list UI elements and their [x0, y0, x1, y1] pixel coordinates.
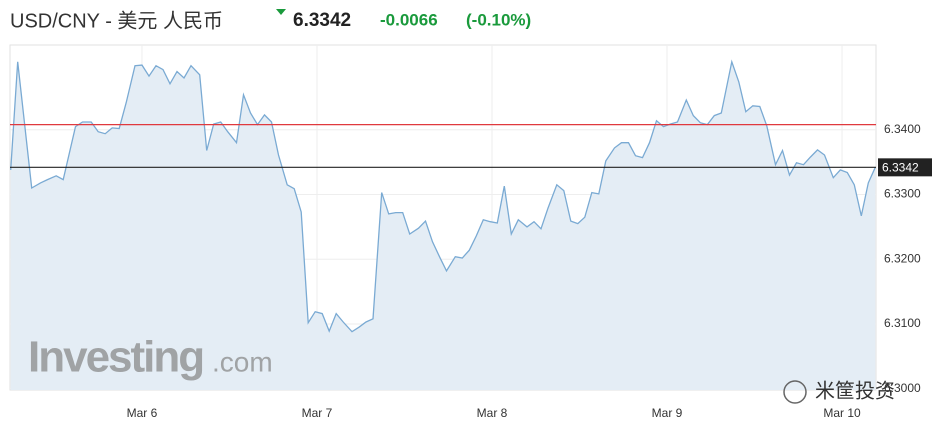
price-line: [10, 59, 876, 333]
area: [10, 61, 876, 391]
y-tick-label: 6.3200: [884, 251, 921, 265]
price: 6.3342: [293, 10, 351, 31]
chart-title: USD/CNY - 美元 人民币: [10, 9, 223, 32]
wechat-icon: [783, 380, 807, 404]
change: -0.0066: [380, 10, 438, 29]
x-tick-label: Mar 10: [823, 406, 861, 420]
y-tick-label: 6.3300: [884, 187, 921, 201]
watermark: Investing: [28, 333, 203, 382]
y-tick-label: 6.3000: [884, 381, 921, 395]
wechat-watermark: 米筐投资: [815, 379, 895, 402]
down-arrow: [276, 9, 286, 15]
x-tick-label: Mar 7: [302, 406, 333, 420]
change-percent: (-0.10%): [466, 10, 531, 29]
x-tick-label: Mar 6: [127, 406, 158, 420]
y-tick-label: 6.3100: [884, 316, 921, 330]
x-tick-label: Mar 9: [652, 406, 683, 420]
current-price-label: 6.3342: [882, 161, 919, 175]
watermark-suffix: .com: [212, 346, 273, 377]
y-tick-label: 6.3400: [884, 122, 921, 136]
current-price-tag: [878, 158, 932, 177]
x-tick-label: Mar 8: [477, 406, 508, 420]
